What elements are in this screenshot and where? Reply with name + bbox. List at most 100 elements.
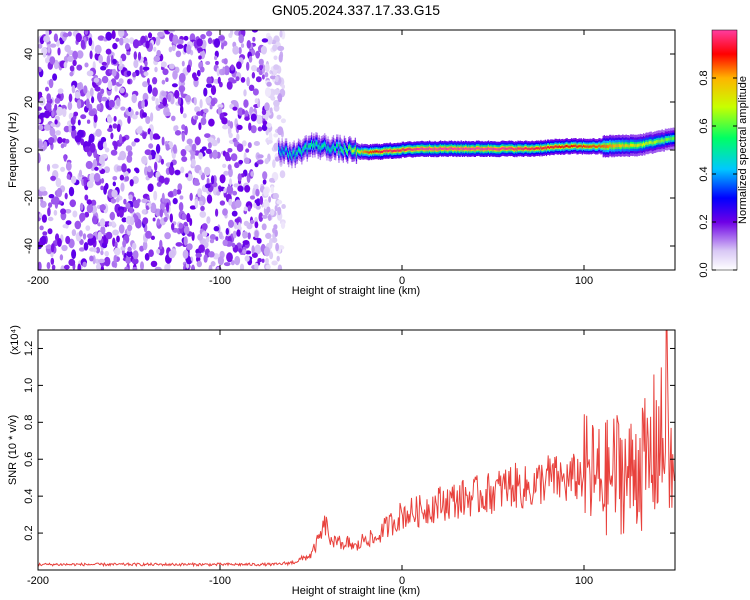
heatmap-cell <box>255 188 260 197</box>
heatmap-cell <box>205 96 212 104</box>
heatmap-cell <box>648 141 650 145</box>
heatmap-cell <box>354 146 356 150</box>
heatmap-cell <box>113 254 117 264</box>
heatmap-cell <box>563 146 565 149</box>
heatmap-cell <box>285 147 288 151</box>
heatmap-cell <box>209 104 213 110</box>
heatmap-cell <box>291 156 293 160</box>
heatmap-cell <box>211 139 218 147</box>
heatmap-cell <box>38 261 42 270</box>
heatmap-cell <box>64 209 72 214</box>
heatmap-cell <box>481 147 483 150</box>
heatmap-cell <box>123 198 127 205</box>
heatmap-cell <box>128 37 135 44</box>
heatmap-cell <box>576 145 578 148</box>
heatmap-cell <box>86 90 91 100</box>
heatmap-cell <box>89 50 93 60</box>
heatmap-cell <box>312 145 314 149</box>
heatmap-cell <box>110 221 116 227</box>
heatmap-cell <box>238 159 244 165</box>
heatmap-cell <box>251 252 258 258</box>
heatmap-cell <box>250 113 257 122</box>
heatmap-cell <box>465 147 467 150</box>
heatmap-cell <box>132 39 140 49</box>
heatmap-cell <box>389 149 391 152</box>
heatmap-cell <box>47 43 51 54</box>
heatmap-cell <box>134 138 140 143</box>
heatmap-cell <box>145 116 151 124</box>
heatmap-cell <box>76 64 83 71</box>
heatmap-cell <box>618 144 621 148</box>
heatmap-cell <box>496 148 498 151</box>
heatmap-cell <box>672 136 674 140</box>
heatmap-cell <box>327 145 329 149</box>
heatmap-cell <box>295 152 297 155</box>
heatmap-cell <box>567 145 569 148</box>
heatmap-cell <box>243 157 250 164</box>
heatmap-cell <box>265 232 272 239</box>
heatmap-cell <box>39 112 47 118</box>
heatmap-cell <box>71 249 77 260</box>
heatmap-cell <box>370 150 372 153</box>
heatmap-cell <box>234 218 240 223</box>
heatmap-cell <box>127 224 133 232</box>
heatmap-cell <box>132 71 137 78</box>
heatmap-cell <box>329 149 331 153</box>
heatmap-cell <box>273 133 279 138</box>
heatmap-cell <box>228 178 233 187</box>
heatmap-cell <box>248 84 255 92</box>
heatmap-cell <box>382 150 384 153</box>
heatmap-cell <box>215 236 219 241</box>
heatmap-cell <box>396 149 398 152</box>
heatmap-cell <box>133 51 137 60</box>
heatmap-cell <box>150 260 158 268</box>
heatmap-cell <box>402 148 404 151</box>
heatmap-cell <box>592 144 594 147</box>
heatmap-cell <box>360 151 362 154</box>
heatmap-cell <box>208 264 213 270</box>
heatmap-cell <box>63 125 70 133</box>
heatmap-cell <box>172 188 178 197</box>
heatmap-cell <box>418 148 420 151</box>
heatmap-cell <box>266 122 272 128</box>
heatmap-cell <box>88 37 93 47</box>
heatmap-cell <box>406 148 408 151</box>
heatmap-cell <box>83 242 89 251</box>
heatmap-cell <box>258 69 263 76</box>
y-tick-label: 40 <box>23 48 35 60</box>
heatmap-cell <box>317 146 319 150</box>
heatmap-cell <box>318 144 320 148</box>
heatmap-cell <box>238 222 242 231</box>
heatmap-cell <box>169 63 175 70</box>
heatmap-cell <box>154 161 158 172</box>
heatmap-cell <box>100 178 105 184</box>
heatmap-cell <box>263 246 271 257</box>
heatmap-cell <box>587 145 589 148</box>
heatmap-cell <box>247 232 251 240</box>
heatmap-cell <box>144 166 148 176</box>
heatmap-cell <box>264 87 272 97</box>
heatmap-cell <box>653 140 656 144</box>
heatmap-cell <box>206 76 212 85</box>
heatmap-cell <box>276 199 283 205</box>
heatmap-cell <box>412 148 414 151</box>
snr-y-multiplier: (x10⁴) <box>9 325 21 355</box>
heatmap-cell <box>609 144 611 148</box>
heatmap-cell <box>221 43 224 50</box>
heatmap-cell <box>254 244 262 255</box>
heatmap-cell <box>365 150 367 153</box>
heatmap-cell <box>255 198 261 207</box>
heatmap-cell <box>147 183 154 192</box>
heatmap-cell <box>593 145 596 148</box>
heatmap-cell <box>39 212 43 219</box>
heatmap-cell <box>264 102 270 111</box>
heatmap-cell <box>38 106 42 111</box>
heatmap-cell <box>194 106 201 113</box>
heatmap-cell <box>614 144 616 148</box>
heatmap-cell <box>126 250 133 258</box>
heatmap-cell <box>119 174 125 181</box>
y-tick-label: 1.0 <box>23 378 35 393</box>
heatmap-cell <box>110 132 114 140</box>
heatmap-cell <box>183 35 189 41</box>
heatmap-cell <box>144 253 150 261</box>
